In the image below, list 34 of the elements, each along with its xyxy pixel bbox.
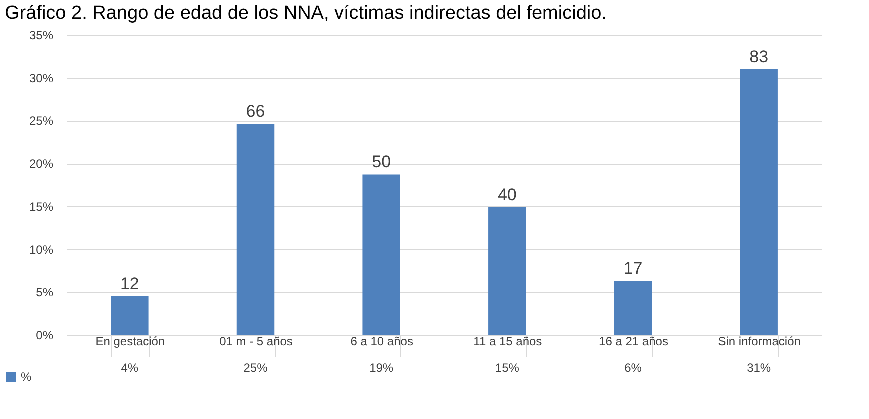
annotation: 17 (624, 259, 643, 278)
y-tick-label: 35% (29, 28, 54, 42)
y-tick-label: 10% (29, 242, 54, 257)
bar (111, 296, 149, 335)
y-tick-label: 15% (29, 200, 54, 214)
annotation: 66 (246, 102, 266, 122)
legend-label: % (21, 370, 32, 384)
y-tick-label: 25% (29, 114, 54, 128)
x-tick-label: En gestación (96, 334, 166, 348)
x-tick-label: 11 a 15 años (474, 334, 542, 348)
annotation: 83 (750, 47, 769, 66)
data-label: 4% (121, 361, 139, 375)
y-tick-label: 30% (29, 71, 54, 86)
y-tick-label: 5% (36, 286, 54, 300)
bar (362, 174, 400, 335)
data-label: 31% (747, 361, 772, 375)
chart-title: Gráfico 2. Rango de edad de los NNA, víctimas indirectas del femicidio. (5, 3, 607, 24)
data-label: 25% (244, 361, 268, 375)
bar (488, 207, 526, 335)
y-tick-label: 0% (36, 328, 54, 342)
data-label: 15% (495, 361, 520, 375)
annotation: 40 (498, 185, 517, 204)
x-tick-label: Sin información (718, 334, 801, 348)
x-tick-label: 16 a 21 años (599, 334, 668, 348)
bar (236, 124, 275, 335)
y-tick-label: 20% (29, 157, 54, 172)
data-label: 19% (370, 361, 394, 375)
bar (614, 281, 652, 335)
x-tick-label: 01 m - 5 años (220, 334, 293, 348)
x-tick-label: 6 a 10 años (350, 334, 414, 348)
data-label: 6% (624, 361, 642, 375)
bar (740, 69, 778, 335)
annotation: 50 (372, 152, 392, 172)
annotation: 12 (120, 274, 140, 294)
